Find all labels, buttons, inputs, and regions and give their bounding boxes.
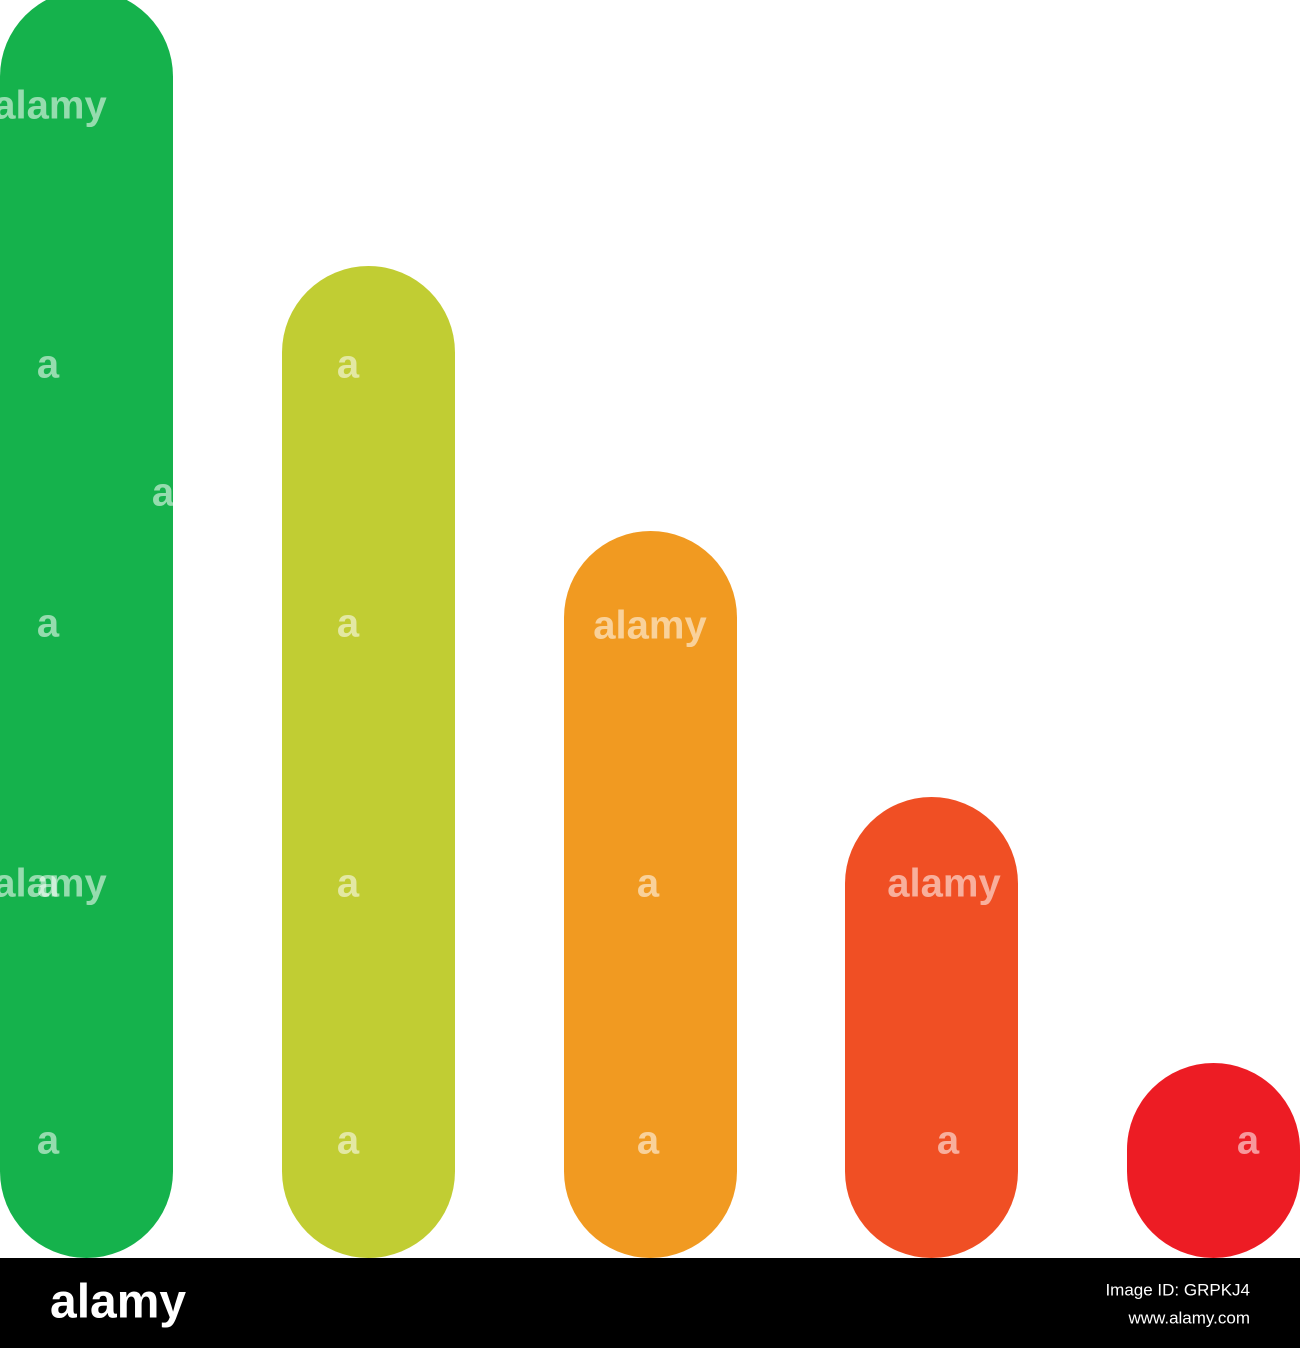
watermark: a bbox=[152, 471, 175, 515]
signal-bar bbox=[1127, 1063, 1300, 1258]
watermark: a bbox=[637, 862, 660, 906]
signal-bar bbox=[845, 797, 1018, 1258]
footer-image-id: Image ID: GRPKJ4 bbox=[1105, 1280, 1250, 1299]
watermark: a bbox=[337, 1119, 360, 1163]
watermark: alamy bbox=[0, 862, 107, 906]
watermark: a bbox=[337, 602, 360, 646]
watermark: a bbox=[1237, 1119, 1260, 1163]
watermark: alamy bbox=[593, 604, 707, 648]
signal-bar bbox=[282, 266, 455, 1258]
watermark: a bbox=[937, 1119, 960, 1163]
watermark: a bbox=[337, 343, 360, 387]
footer bbox=[0, 1258, 1300, 1348]
watermark: a bbox=[37, 1119, 60, 1163]
signal-bar bbox=[564, 531, 737, 1258]
watermark: a bbox=[37, 343, 60, 387]
watermark: a bbox=[637, 1119, 660, 1163]
watermark: alamy bbox=[887, 862, 1001, 906]
watermark: a bbox=[37, 862, 60, 906]
watermark: a bbox=[337, 862, 360, 906]
footer-brand: alamy bbox=[50, 1276, 186, 1329]
watermark: a bbox=[37, 602, 60, 646]
footer-url: www.alamy.com bbox=[1127, 1308, 1250, 1327]
watermark: alamy bbox=[0, 84, 107, 128]
signal-bar bbox=[0, 0, 173, 1258]
